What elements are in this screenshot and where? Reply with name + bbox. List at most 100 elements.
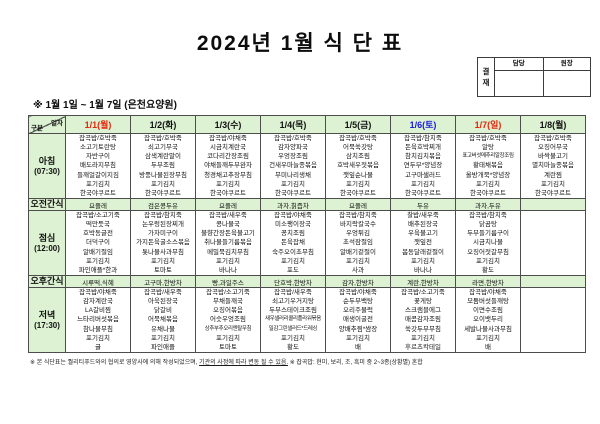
row-time-text: (07:30) bbox=[34, 166, 60, 176]
menu-item: 한국야쿠르트 bbox=[470, 189, 506, 197]
menu-cell: 잡곡밥/호박죽 오징어무국 바싹불고기 멸치마늘종볶음 계란찜 포기김치 한국야쿠르트 bbox=[520, 133, 586, 199]
menu-item: 한국야쿠르트 bbox=[340, 189, 376, 197]
menu-item: 메밀묵김치무침 bbox=[207, 248, 249, 256]
menu-item: 표고버섯메추리알장조림 bbox=[462, 153, 514, 160]
menu-item: 오징어무국 bbox=[538, 144, 568, 152]
menu-item: 잡곡밥/야채죽 bbox=[274, 212, 312, 220]
menu-cell: 잡곡밥/참치죽 돈육호박찌개 참치김치볶음 연두부*양념장 고구마샐러드 포기김치 한국야쿠… bbox=[390, 133, 456, 199]
menu-cell: 잡곡밥/소고기죽 떡만둣국 호박동글전 더덕구이 알배기절임 포기김치 파인애플*한과 bbox=[65, 210, 131, 276]
menu-item: 자반구이 bbox=[86, 153, 110, 161]
menu-cell bbox=[520, 210, 586, 276]
menu-item: 소고기토란탕 bbox=[80, 144, 116, 152]
menu-cell: 잡곡밥/호박죽 어묵쑥갓탕 삼치조림 호박새우젓볶음 깻잎순나물 포기김치 한국야쿠르트 bbox=[325, 133, 391, 199]
menu-item: 톳나물사과무침 bbox=[142, 248, 184, 256]
menu-item: 쇠고기무국 bbox=[148, 144, 178, 152]
menu-item: 포기김치 bbox=[86, 257, 110, 265]
menu-item: 이면수조림 bbox=[473, 307, 503, 315]
menu-item: 잡곡밥/참치죽 bbox=[469, 212, 507, 220]
menu-item: 잡곡밥/호박죽 bbox=[469, 135, 507, 143]
approval-box: 결재 담당 원장 bbox=[477, 57, 591, 97]
menu-cell: 고구마,한방차 bbox=[130, 275, 196, 288]
row-label: 아침 (07:30) bbox=[28, 133, 66, 199]
menu-item: 쇠고기우거지탕 bbox=[272, 298, 314, 306]
menu-item: 포기김치 bbox=[216, 257, 240, 265]
menu-item: 포기김치 bbox=[346, 180, 370, 188]
menu-item: 호박동글전 bbox=[83, 230, 113, 238]
menu-item: 양배추찜*쌈장 bbox=[338, 325, 378, 333]
day-header: 1/8(월) bbox=[520, 115, 586, 134]
menu-item: 포도 bbox=[287, 266, 299, 274]
menu-item: 배도라지무침 bbox=[80, 162, 116, 170]
approval-sign-cell-2 bbox=[542, 70, 590, 96]
menu-item: 무채들깨국 bbox=[213, 298, 243, 306]
menu-item: 콩나물국 bbox=[216, 221, 240, 229]
menu-item: 포기김치 bbox=[411, 180, 435, 188]
menu-item: 가자미구이 bbox=[148, 230, 178, 238]
menu-item: 한국야쿠르트 bbox=[80, 189, 116, 197]
menu-cell: 잡곡밥/새우죽 쇠고기우거지탕 두부스테이크조림 새우샐러리콜리플라워볶음 밀감그린샐러… bbox=[260, 287, 326, 353]
row-label-text: 오후간식 bbox=[30, 276, 64, 286]
menu-cell: 잡곡밥/새우죽 콩나물국 불향간장돈육불고기 취나물들기름볶음 메밀묵김치무침 포기김치 바… bbox=[195, 210, 261, 276]
menu-item: 파인애플*한과 bbox=[78, 266, 118, 274]
menu-item: 새우샐러리콜리플라워볶음 bbox=[265, 316, 321, 323]
menu-item: 깻잎전 bbox=[414, 239, 432, 247]
menu-cell: 잡곡밥/새우죽 아욱된장국 닭갈비 어묵채볶음 유채나물 포기김치 파인애플 bbox=[130, 287, 196, 353]
menu-cell: 시루떡,식혜 bbox=[65, 275, 131, 288]
menu-cell: 과자,두유 bbox=[455, 198, 521, 211]
menu-item: 잡곡밥/야채죽 bbox=[79, 289, 117, 297]
menu-item: 깻잎순나물 bbox=[343, 171, 373, 179]
approval-col-2: 원장 bbox=[542, 58, 591, 70]
menu-item: 우육불고기 bbox=[408, 230, 438, 238]
menu-item: 잡곡밥/새우죽 bbox=[274, 289, 312, 297]
menu-item: 야채들깨두부완자 bbox=[204, 162, 252, 170]
menu-cell: 빵,과일주스 bbox=[195, 275, 261, 288]
menu-cell bbox=[520, 198, 586, 211]
menu-item: 잡곡밥/새우죽 bbox=[144, 289, 182, 297]
menu-cell: 요플레 bbox=[65, 198, 131, 211]
menu-item: 논우렁된장찌개 bbox=[142, 221, 184, 229]
menu-item: 유채나물 bbox=[151, 325, 175, 333]
menu-cell: 잡곡밥/야채죽 미소팽이장국 꽁치조림 돈육잡채 숙주오이초무침 포기김치 포도 bbox=[260, 210, 326, 276]
menu-item: 오이뱃두리 bbox=[473, 316, 503, 324]
menu-item: 포기김치 bbox=[151, 257, 175, 265]
menu-item: 배 bbox=[355, 343, 361, 351]
menu-cell: 잡곡밥/야채죽 감자계란국 LA갈비찜 느타리버섯볶음 참나물무침 포기김치 귤 bbox=[65, 287, 131, 353]
menu-item: 포기김치 bbox=[411, 257, 435, 265]
menu-item: 참나물무침 bbox=[83, 325, 113, 333]
menu-item: 한국야쿠르트 bbox=[405, 189, 441, 197]
menu-item: 포기김치 bbox=[86, 334, 110, 342]
menu-item: 포기김치 bbox=[151, 180, 175, 188]
menu-item: 우엉장조림 bbox=[278, 153, 308, 161]
menu-cell: 잡곡밥/야채죽 모둠버섯들깨탕 이면수조림 오이뱃두리 세발나물사과무침 포기김치 배 bbox=[455, 287, 521, 353]
page-title: 2024년 1월 식 단 표 bbox=[196, 32, 404, 55]
corner-top-label: 일자 bbox=[51, 120, 63, 127]
menu-cell: 라면,한방차 bbox=[455, 275, 521, 288]
menu-item: 계란찜 bbox=[544, 171, 562, 179]
row-label-text: 점심 bbox=[38, 232, 56, 243]
menu-item: 귤 bbox=[95, 343, 101, 351]
menu-item: 매콤감자조림 bbox=[405, 316, 441, 324]
menu-item: 한국야쿠르트 bbox=[275, 189, 311, 197]
row-time-text: (17:30) bbox=[34, 320, 60, 330]
menu-item: 황태채볶음 bbox=[473, 162, 503, 170]
menu-item: 불향간장돈육불고기 bbox=[201, 230, 255, 238]
menu-item: 감자계란국 bbox=[83, 298, 113, 306]
menu-item: 무미나리생채 bbox=[275, 171, 311, 179]
menu-item: 시금치나물 bbox=[473, 239, 503, 247]
menu-item: 닭갈비 bbox=[154, 307, 172, 315]
menu-item: 어묵채볶음 bbox=[148, 316, 178, 324]
menu-item: 매생이굴전 bbox=[343, 316, 373, 324]
day-header: 1/6(토) bbox=[390, 115, 456, 134]
menu-item: 토마토 bbox=[154, 266, 172, 274]
row-label-text: 저녁 bbox=[38, 309, 56, 320]
menu-item: 포기김치 bbox=[216, 180, 240, 188]
menu-item: 느타리버섯볶음 bbox=[77, 316, 119, 324]
footnote: ※ 본 식단표는 퀄리티푸드와의 협의로 영양사에 의해 작성되었으며, 기관의… bbox=[30, 357, 590, 366]
menu-item: 오징어젓갈무침 bbox=[467, 248, 509, 256]
day-header: 1/2(화) bbox=[130, 115, 196, 134]
menu-item: 잡곡밥/호박죽 bbox=[144, 135, 182, 143]
menu-item: 황도 bbox=[482, 266, 494, 274]
menu-cell: 두유 bbox=[390, 198, 456, 211]
menu-cell: 계란,한방차 bbox=[390, 275, 456, 288]
row-label: 점심 (12:00) bbox=[28, 210, 66, 276]
